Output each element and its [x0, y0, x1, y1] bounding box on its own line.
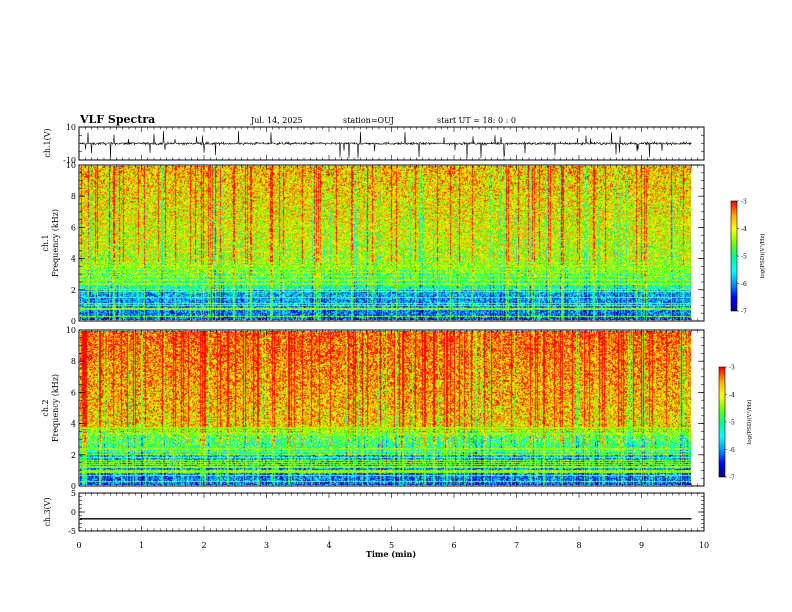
ch1-waveform-panel: 10 -10 ch.1(V) [43, 123, 705, 165]
ch1-spectrogram-ylabel: Frequency (kHz) [51, 209, 60, 277]
start-time-label: start UT = 18: 0 : 0 [437, 116, 516, 125]
ch1-spectrogram-ytick-label: 10 [66, 161, 76, 170]
time-axis-tick-label: 3 [264, 541, 269, 550]
ch2-spectrogram-axes: 0 2 4 6 8 10 [66, 326, 705, 491]
ch1-colorbar-tick-label: -3 [741, 199, 747, 206]
ch3-waveform-panel: 50-5 ch.3(V) 0 1 2 3 4 5 6 7 8 9 10 Time (min) [43, 489, 709, 559]
ch1-spectrogram-ytick-label: 2 [71, 286, 76, 295]
ch1-spectrogram-ytick-label: 4 [71, 255, 76, 264]
ch1-colorbar-tick-label: -5 [741, 254, 747, 261]
ch2-colorbar-ticks: -3 -4 -5 -6 -7 [725, 365, 735, 482]
ch2-colorbar-label: log(PSD)(V²/Hz) [746, 400, 753, 445]
ch1-waveform-trace [79, 130, 692, 159]
ch3-waveform-ytick-label: -5 [68, 527, 76, 536]
ch1-waveform-ylabel: ch.1(V) [43, 128, 52, 157]
ch2-colorbar-tick-label: -6 [729, 447, 735, 454]
time-axis-tick-label: 9 [639, 541, 644, 550]
ch3-waveform-axes: 5 0 -5 [68, 489, 705, 536]
time-axis-tick-label: 0 [76, 541, 81, 550]
ch1-colorbar-ticks: -3 -4 -5 -6 -7 [737, 199, 747, 316]
ch2-colorbar-tick-label: -5 [729, 420, 735, 427]
ch2-spectrogram-ytick-label: 0 [71, 482, 76, 491]
ch1-colorbar-tick-label: -7 [741, 309, 747, 316]
ch2-colorbar-tick-label: -3 [729, 365, 735, 372]
ch1-colorbar-tick-label: -4 [741, 226, 747, 233]
time-axis-tick-label: 6 [451, 541, 456, 550]
ch2-colorbar-image [719, 367, 725, 477]
ch1-spectrogram-ytick-label: 8 [71, 192, 76, 201]
ch1-waveform-ytick-label: 10 [66, 123, 76, 132]
ch3-waveform-frame [78, 492, 705, 532]
figure-title: VLF Spectra [79, 113, 155, 126]
ch2-spectrogram-ytick-label: 4 [71, 420, 76, 429]
ch1-spectrogram-axes: 0 2 4 6 8 10 [66, 161, 705, 326]
ch1-waveform-axes: 10 -10 [63, 123, 705, 165]
ch1-waveform-line [79, 130, 692, 159]
ch2-spectrogram-ytick-label: 2 [71, 451, 76, 460]
ch3-waveform-ylabel: ch.3(V) [43, 497, 52, 526]
ch1-spectrogram-channel-label: ch.1 [41, 234, 50, 251]
time-axis-tick-label: 1 [139, 541, 144, 550]
ch2-colorbar-tick-label: -7 [729, 475, 735, 482]
time-axis-tick-label: 5 [389, 541, 394, 550]
ch1-colorbar-label: log(PSD)(V²/Hz) [759, 234, 766, 279]
ch2-spectrogram-ytick-label: 10 [66, 326, 76, 335]
ch1-spectrogram-ytick-label: 0 [71, 317, 76, 326]
ch2-colorbar-tick-label: -4 [729, 392, 735, 399]
ch1-spectrogram-image [80, 166, 691, 320]
ch3-waveform-ytick-label: 0 [71, 508, 76, 517]
ch3-waveform-ytick-label: 5 [71, 489, 76, 498]
ch1-colorbar-tick-label: -6 [741, 281, 747, 288]
ch1-waveform-ytick-label: -10 [63, 156, 76, 165]
ch2-spectrogram-channel-label: ch.2 [41, 399, 50, 416]
time-axis-tick-labels: 0 1 2 3 4 5 6 7 8 9 10 [76, 541, 709, 550]
time-axis-tick-label: 7 [514, 541, 519, 550]
station-label: station=OUJ [343, 116, 394, 125]
ch2-spectrogram-ytick-label: 8 [71, 357, 76, 366]
time-axis-tick-label: 10 [699, 541, 709, 550]
time-axis-label: Time (min) [366, 549, 416, 559]
time-axis-tick-label: 4 [326, 541, 331, 550]
time-axis-tick-label: 8 [576, 541, 581, 550]
ch2-spectrogram-ylabel: Frequency (kHz) [51, 374, 60, 442]
date-label: Jul. 14, 2025 [250, 116, 303, 125]
ch2-spectrogram-image [80, 331, 691, 485]
ch1-spectrogram-ytick-label: 6 [71, 223, 76, 232]
ch1-colorbar-image [731, 201, 737, 311]
time-axis-tick-label: 2 [201, 541, 206, 550]
ch2-spectrogram-ytick-label: 6 [71, 388, 76, 397]
